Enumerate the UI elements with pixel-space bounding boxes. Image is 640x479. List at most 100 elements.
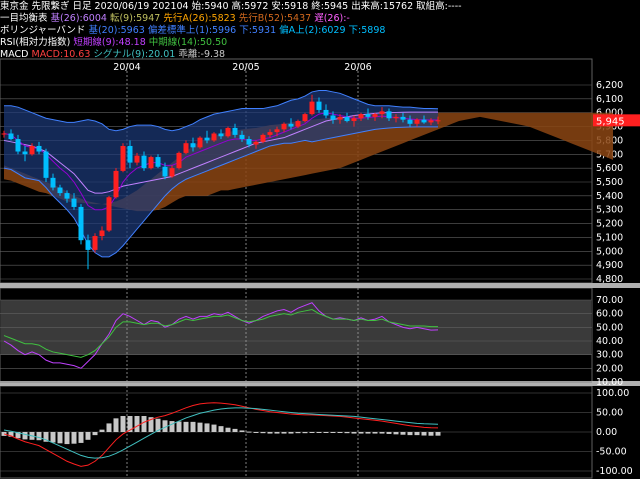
rsi-tick-label: 60.00 [596, 309, 623, 320]
last-price-label: 5,945 [596, 116, 625, 127]
candle-body [393, 116, 399, 119]
macd-hist-bar [239, 430, 245, 432]
candle-body [43, 151, 49, 178]
macd-hist-bar [78, 432, 84, 443]
macd-signal-line [3, 407, 439, 459]
candle-body [323, 109, 329, 116]
candle-body [120, 145, 126, 171]
candle-body [225, 127, 231, 137]
macd-hist-bar [106, 423, 112, 432]
rsi-mid-line [3, 309, 438, 358]
candle-body [316, 101, 322, 110]
macd-hist-bar [134, 416, 140, 432]
tenkan-line [3, 112, 438, 211]
macd-hist-bar [260, 432, 266, 434]
panel-separator [0, 283, 640, 288]
candle-body [162, 166, 168, 177]
price-tick-label: 4,800 [596, 274, 623, 285]
candle-body [246, 139, 252, 145]
price-tick-label: 4,900 [596, 260, 623, 271]
macd-hist-bar [435, 432, 441, 436]
macd-hist-bar [204, 423, 210, 432]
candle-body [358, 114, 364, 119]
candle-body [330, 115, 336, 120]
macd-hist: 乖離:-9.38 [178, 49, 226, 60]
header-rsi-line: RSI(相対力指数) 短期線(9):48.18 中期線(14):50.50 [0, 37, 227, 49]
candle-body [148, 157, 154, 169]
macd-hist-bar [232, 428, 238, 432]
candle-body [344, 116, 350, 122]
rsi-tick-label: 70.00 [596, 295, 623, 306]
macd-hist-bar [337, 432, 343, 433]
macd-hist-bar [176, 421, 182, 432]
macd-hist-bar [148, 417, 154, 432]
macd-hist-bar [57, 432, 63, 444]
candle-body [386, 111, 392, 119]
macd-hist-bar [400, 432, 406, 435]
macd-hist-bar [113, 418, 119, 432]
candle-body [421, 119, 427, 123]
macd-tick-label: 100.00 [596, 388, 629, 399]
candle-body [274, 129, 280, 133]
macd-hist-bar [267, 432, 273, 434]
rsi-tick-label: 10.00 [596, 377, 623, 388]
candle-body [99, 230, 105, 237]
bollinger-upper-line [4, 90, 439, 132]
candle-body [15, 139, 21, 152]
bollinger-band [4, 90, 438, 257]
macd-hist-bar [127, 416, 133, 432]
candle-body [365, 114, 371, 117]
bollinger-mid: 基(20):5963 [88, 25, 145, 36]
panel-separator [0, 381, 640, 386]
candle-body [281, 123, 287, 130]
macd-hist-bar [379, 432, 385, 434]
price-tick-label: 5,300 [596, 205, 623, 216]
macd-hist-bar [365, 432, 371, 434]
candle-body [57, 187, 63, 194]
macd-hist-bar [85, 432, 91, 440]
macd-hist-bar [197, 422, 203, 432]
header-bollinger-line: ボリンジャーバンド 基(20):5963 偏差標準上(1):5996 下:593… [0, 25, 385, 37]
price-tick-label: 6,200 [596, 80, 623, 91]
candle-body [92, 236, 98, 250]
candle-body [127, 145, 133, 163]
date-label: 20/04 [113, 62, 140, 73]
candle-body [253, 141, 259, 145]
macd-hist-bar [183, 421, 189, 432]
candle-body [134, 155, 140, 163]
candle-body [337, 116, 343, 120]
candle-body [85, 240, 91, 250]
macd-hist-bar [428, 432, 434, 436]
candle-body [267, 132, 273, 135]
candle-body [141, 155, 147, 169]
candle-body [113, 170, 119, 198]
bollinger-minus1: 下:5931 [239, 25, 277, 36]
bollinger-lower-line [3, 126, 438, 258]
candle-body [232, 127, 238, 135]
candle-body [351, 118, 357, 122]
candle-body [36, 145, 42, 152]
macd-tick-label: -50.00 [596, 447, 627, 458]
bollinger-plus1: 偏差標準上(1):5996 [147, 25, 237, 36]
macd-tick-label: -100.00 [596, 466, 633, 477]
macd-hist-bar [15, 432, 21, 439]
candle-body [8, 133, 14, 140]
bollinger-minus2: 下:5898 [348, 25, 386, 36]
ichimoku-senkou-b: 先行B(52):5437 [238, 13, 312, 24]
macd-hist-bar [386, 432, 392, 434]
macd-hist-bar [64, 432, 70, 445]
ichimoku-kijun: 基(26):6004 [50, 13, 107, 24]
price-tick-label: 5,200 [596, 219, 623, 230]
candle-body [1, 133, 7, 135]
bollinger-plus2: 偏A上(2):6029 [279, 25, 346, 36]
price-tick-label: 5,600 [596, 163, 623, 174]
ichimoku-label: 一目均衡表 [0, 13, 48, 24]
macd-hist-bar [92, 432, 98, 436]
macd-hist-bar [169, 421, 175, 432]
candle-body [288, 123, 294, 127]
candle-body [239, 134, 245, 140]
macd-hist-bar [330, 432, 336, 433]
bollinger-label: ボリンジャーバンド [0, 25, 86, 36]
date-label: 20/06 [344, 62, 371, 73]
